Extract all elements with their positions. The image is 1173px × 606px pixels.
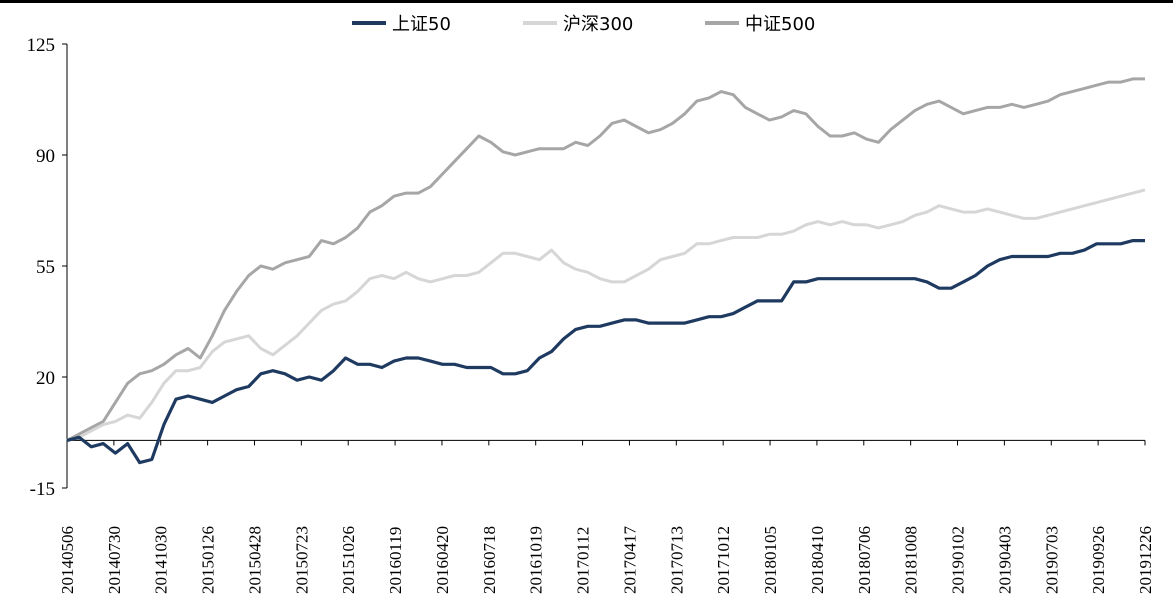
x-tick-label: 20190926 xyxy=(1089,526,1108,594)
x-tick-label: 20180706 xyxy=(855,526,874,594)
y-tick-label: -15 xyxy=(30,479,55,500)
axes xyxy=(62,43,1146,489)
legend-label-zz500: 中证500 xyxy=(745,14,816,35)
x-tick-label: 20140506 xyxy=(58,526,77,594)
y-tick-label: 90 xyxy=(36,146,55,167)
x-tick-label: 20161019 xyxy=(527,526,546,594)
x-tick-label: 20150428 xyxy=(245,526,264,594)
legend-label-sz50: 上证50 xyxy=(392,14,451,35)
x-tick-label: 20190403 xyxy=(995,526,1014,594)
legend-item-hs300: 沪深300 xyxy=(523,10,633,36)
x-tick-label: 20170417 xyxy=(620,526,639,595)
x-tick-label: 20190703 xyxy=(1042,526,1061,594)
x-tick-label: 20170713 xyxy=(667,526,686,594)
x-tick-label: 20171012 xyxy=(714,526,733,594)
x-tick-label: 20180410 xyxy=(808,526,827,594)
y-tick-label: 125 xyxy=(27,35,56,56)
x-tick-label: 20160718 xyxy=(480,526,499,594)
legend-swatch-hs300 xyxy=(523,21,557,25)
legend-item-sz50: 上证50 xyxy=(352,10,451,36)
x-tick-label: 20160420 xyxy=(433,526,452,594)
legend: 上证50 沪深300 中证500 xyxy=(0,10,1173,36)
x-tick-label: 20170112 xyxy=(574,527,593,594)
series-line-2 xyxy=(66,77,1145,442)
x-tick-label: 20180105 xyxy=(761,526,780,594)
x-tick-label: 20190102 xyxy=(949,526,968,594)
legend-item-zz500: 中证500 xyxy=(705,10,815,36)
y-tick-labels: -15 20 55 90 125 xyxy=(27,35,56,500)
x-tick-labels: 20140506 20140730 20141030 20150126 20150428… xyxy=(58,526,1155,595)
x-tick-label: 20151026 xyxy=(339,526,358,594)
x-tick-label: 20140730 xyxy=(105,526,124,594)
x-tick-label: 20141030 xyxy=(152,526,171,594)
series-line-0 xyxy=(66,239,1145,465)
x-tick-label: 20181008 xyxy=(902,526,921,594)
y-tick-label: 20 xyxy=(36,368,55,389)
legend-label-hs300: 沪深300 xyxy=(563,14,634,35)
series-group xyxy=(66,77,1146,465)
legend-swatch-zz500 xyxy=(705,21,739,25)
top-border-rule xyxy=(0,0,1173,3)
series-line-1 xyxy=(66,188,1146,442)
x-tick-label: 20160119 xyxy=(386,527,405,594)
y-tick-label: 55 xyxy=(36,257,55,278)
x-tick-label: 20150723 xyxy=(292,526,311,594)
x-tick-label: 20191226 xyxy=(1136,526,1155,594)
legend-swatch-sz50 xyxy=(352,21,386,25)
x-tick-label: 20150126 xyxy=(199,526,218,594)
